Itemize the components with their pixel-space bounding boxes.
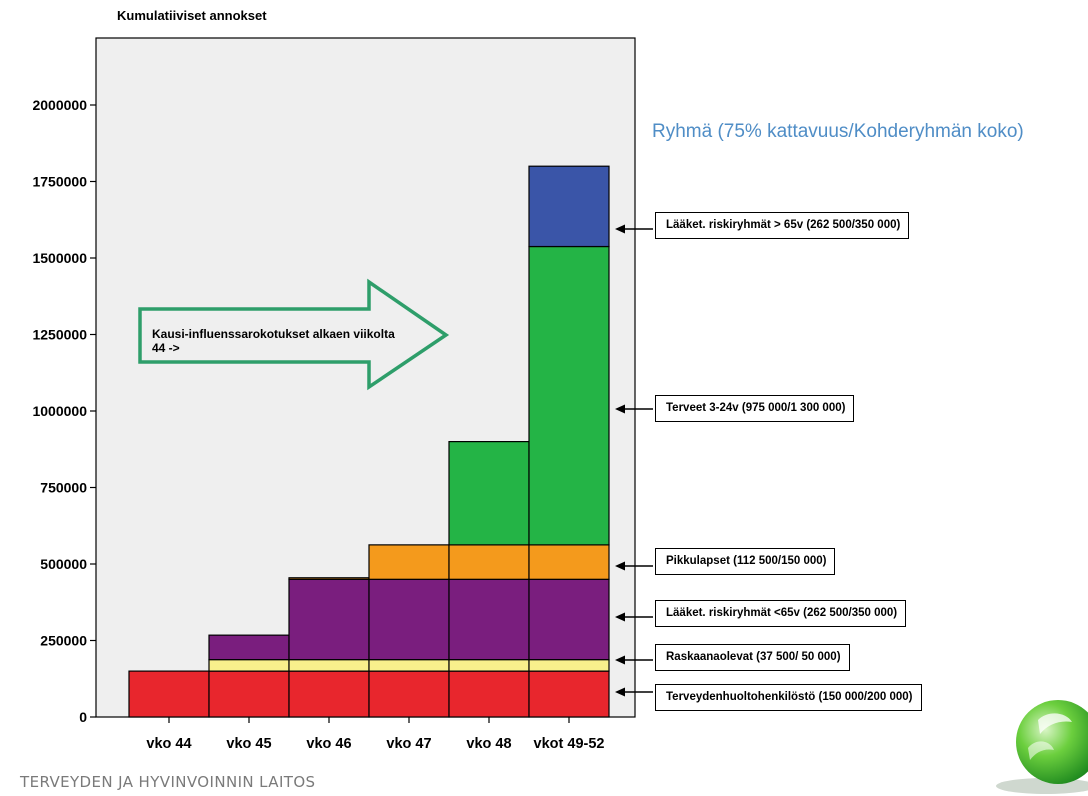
x-tick-label: vko 47 (386, 736, 431, 752)
leaf-sphere-icon (996, 700, 1088, 794)
bar-segment (448, 659, 530, 672)
x-axis-labels: vko 44 vko 45 vko 46 vko 47 vko 48 vkot 49-52 (146, 717, 604, 752)
bar-segment (368, 659, 450, 672)
y-tick-label: 1500000 (32, 250, 87, 266)
y-tick-label: 250000 (40, 633, 87, 649)
y-tick-label: 2000000 (32, 97, 87, 113)
bar-segment (528, 544, 610, 580)
logo (988, 690, 1088, 796)
x-tick-label: vko 45 (226, 736, 271, 752)
arrow-left-icon (615, 224, 625, 234)
bar-segment (448, 441, 530, 546)
x-tick-label: vkot 49-52 (534, 736, 605, 752)
bar-segment (368, 544, 450, 580)
callout-label-elderly-risk: Lääket. riskiryhmät > 65v (262 500/350 0… (655, 212, 910, 239)
x-tick-label: vko 46 (306, 736, 351, 752)
bar-segment (128, 670, 210, 718)
bar-segment (448, 578, 530, 661)
callout-label-pregnant: Raskaanaolevat (37 500/ 50 000) (655, 644, 850, 671)
bar-segment (368, 670, 450, 718)
arrow-left-icon (615, 561, 625, 571)
y-tick-label: 1750000 (32, 174, 87, 190)
annotation-arrow (138, 278, 450, 391)
bar-segment (528, 165, 610, 248)
legend-title: Ryhmä (75% kattavuus/Kohderyhmän koko) (652, 121, 1024, 142)
arrow-left-icon (615, 404, 625, 414)
callout-label-healthy-3-24: Terveet 3-24v (975 000/1 300 000) (655, 395, 855, 422)
y-tick-label: 0 (79, 709, 87, 725)
arrow-left-icon (615, 687, 625, 697)
callout-arrows (615, 224, 653, 697)
bar-segment (288, 577, 370, 580)
arrow-left-icon (615, 612, 625, 622)
y-tick-label: 750000 (40, 480, 87, 496)
y-tick-label: 1000000 (32, 403, 87, 419)
x-tick-label: vko 44 (146, 736, 191, 752)
bar-segment (528, 670, 610, 718)
callout-label-small-children: Pikkulapset (112 500/150 000) (655, 548, 836, 575)
bar-segment (288, 578, 370, 661)
bar-segment (288, 670, 370, 718)
x-tick-label: vko 48 (466, 736, 511, 752)
bars (128, 165, 610, 718)
arrow-left-icon (615, 655, 625, 665)
y-tick-label: 1250000 (32, 327, 87, 343)
bar-segment (288, 659, 370, 672)
y-axis-ticks: 0 250000 500000 750000 1000000 1250000 1500000… (32, 97, 96, 725)
bar-segment (528, 659, 610, 672)
bar-segment (208, 670, 290, 718)
bar-segment (528, 578, 610, 661)
bar-segment (208, 659, 290, 672)
bar-segment (208, 634, 290, 661)
callout-label-risk-under-65: Lääket. riskiryhmät <65v (262 500/350 00… (655, 600, 907, 627)
bar-segment (448, 544, 530, 580)
y-axis-label: Kumulatiiviset annokset (117, 8, 267, 23)
right-arrow-icon (138, 278, 450, 391)
bar-segment (448, 670, 530, 718)
annotation-text: Kausi-influenssarokotukset alkaen viikol… (152, 327, 395, 355)
bar-segment (528, 245, 610, 546)
footer-organization: TERVEYDEN JA HYVINVOINNIN LAITOS (20, 773, 316, 791)
bar-segment (368, 578, 450, 661)
callout-label-healthcare-staff: Terveydenhuoltohenkilöstö (150 000/200 0… (655, 684, 922, 711)
y-tick-label: 500000 (40, 556, 87, 572)
